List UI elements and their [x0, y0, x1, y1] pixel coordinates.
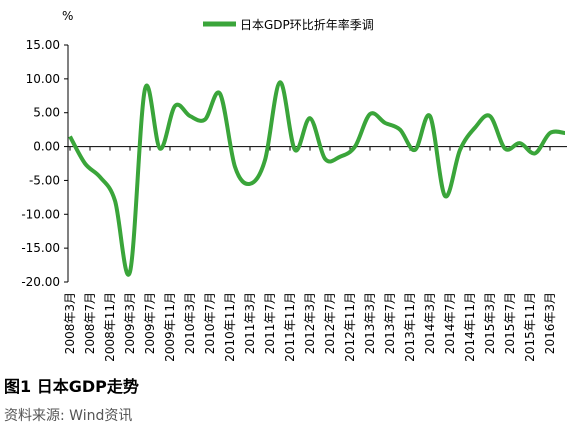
x-tick-label: 2011年11月	[283, 292, 297, 362]
x-tick-label: 2016年3月	[543, 292, 557, 354]
x-tick-label: 2014年7月	[443, 292, 457, 354]
x-tick-label: 2015年3月	[483, 292, 497, 354]
x-tick-label: 2011年3月	[243, 292, 257, 354]
x-tick-label: 2015年11月	[523, 292, 537, 362]
y-tick-label: -10.00	[21, 207, 60, 221]
caption: 图1 日本GDP走势	[4, 377, 139, 396]
line	[68, 80, 566, 277]
x-tick-label: 2015年7月	[503, 292, 517, 354]
x-tick-label: 2012年7月	[323, 292, 337, 354]
x-tick-label: 2012年3月	[303, 292, 317, 354]
x-tick-label: 2012年11月	[343, 292, 357, 362]
x-tick-label: 2013年7月	[383, 292, 397, 354]
y-tick-label: -5.00	[29, 173, 60, 187]
y-tick-label: 0.00	[33, 140, 60, 154]
y-tick-label: -15.00	[21, 241, 60, 255]
x-tick-label: 2010年11月	[223, 292, 237, 362]
x-tick-label: 2010年7月	[203, 292, 217, 354]
x-tick-label: 2013年3月	[363, 292, 377, 354]
y-tick-label: 15.00	[26, 38, 60, 52]
legend-label: 日本GDP环比折年率季调	[240, 17, 374, 32]
x-tick-label: 2009年7月	[143, 292, 157, 354]
y-tick-label: 5.00	[33, 106, 60, 120]
source: 资料来源: Wind资讯	[4, 408, 132, 424]
x-tick-label: 2011年7月	[263, 292, 277, 354]
x-tick-label: 2014年11月	[463, 292, 477, 362]
x-tick-label: 2008年11月	[103, 292, 117, 362]
x-tick-label: 2008年7月	[83, 292, 97, 354]
x-tick-label: 2009年11月	[163, 292, 177, 362]
y-tick-label: 10.00	[26, 72, 60, 86]
x-tick-label: 2008年3月	[63, 292, 77, 354]
x-tick-label: 2014年3月	[423, 292, 437, 354]
x-tick-label: 2013年11月	[403, 292, 417, 362]
x-tick-label: 2010年3月	[183, 292, 197, 354]
x-tick-label: 2009年3月	[123, 292, 137, 354]
unit-label: %	[62, 9, 73, 23]
y-tick-label: -20.00	[21, 275, 60, 289]
